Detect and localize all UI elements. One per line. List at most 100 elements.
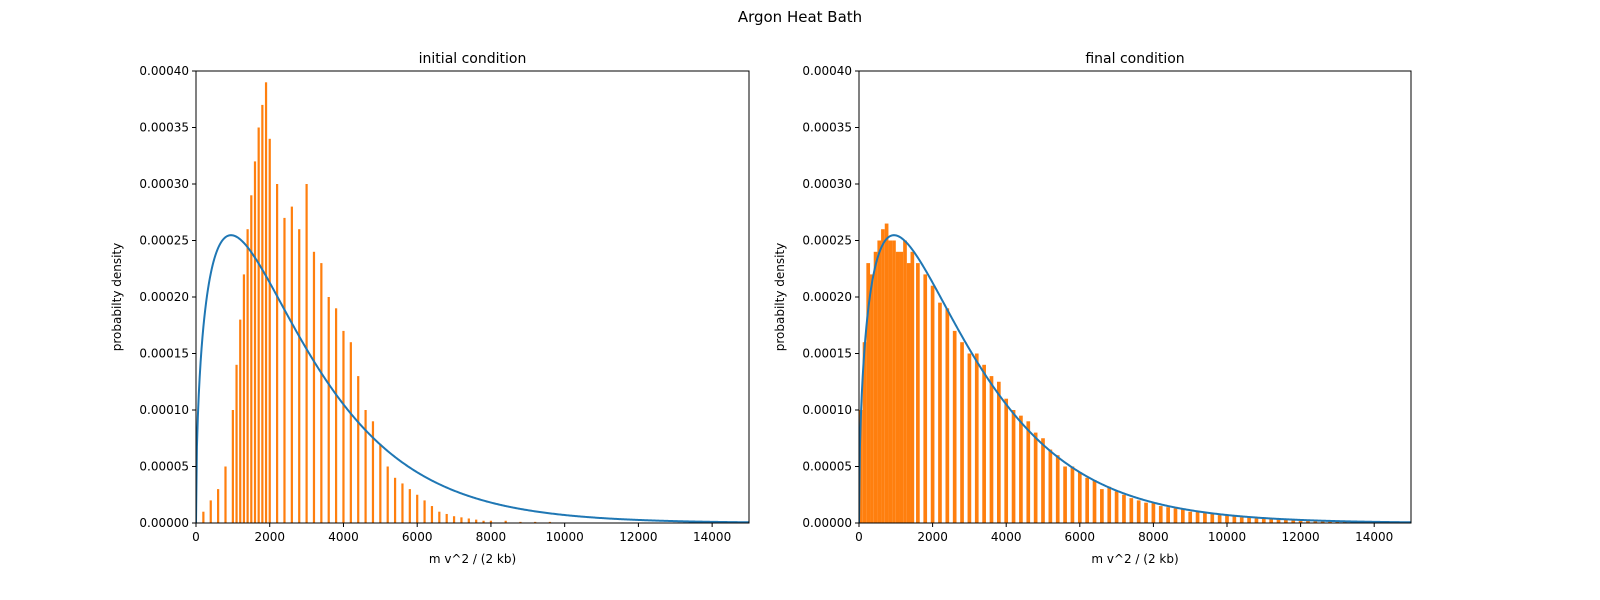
histogram-bar	[1063, 466, 1067, 523]
histogram-bar	[1195, 511, 1200, 523]
histogram-bar	[997, 381, 1001, 523]
histogram-bar	[910, 251, 915, 523]
histogram-bar	[1144, 502, 1148, 523]
histogram-bar	[202, 511, 205, 523]
histogram-bar	[534, 521, 537, 523]
y-tick-label: 0.00015	[139, 347, 189, 361]
histogram-bar	[1173, 508, 1178, 523]
y-tick-label: 0.00040	[139, 64, 189, 78]
histogram-bar	[1203, 512, 1207, 523]
histogram-bar	[1254, 518, 1259, 523]
x-tick-label: 12000	[1282, 530, 1320, 544]
histogram-bar	[504, 520, 507, 523]
histogram-bar	[257, 127, 260, 523]
y-axis-label: probabilty density	[773, 243, 787, 352]
histogram-bar	[945, 308, 950, 523]
histogram-bar	[452, 516, 456, 523]
subplot-1: 0 2000 4000 6000 8000 10000 12000 14000 0.00000 0…	[110, 51, 750, 566]
histogram-bar	[334, 308, 338, 523]
histogram-bar	[1313, 520, 1318, 523]
histogram-bar	[1092, 480, 1097, 523]
y-tick-label: 0.00005	[139, 460, 189, 474]
x-tick-label: 10000	[1208, 530, 1246, 544]
histogram-bar	[1122, 494, 1126, 523]
histogram-bar	[1232, 516, 1237, 523]
histogram-bar	[862, 342, 867, 523]
histogram-bar	[903, 240, 907, 523]
y-tick-label: 0.00035	[802, 121, 852, 135]
histogram-bar	[217, 489, 220, 523]
x-tick-label: 2000	[917, 530, 948, 544]
histogram-bar	[1136, 500, 1141, 523]
histogram-bar	[888, 240, 893, 523]
x-axis-label: m v^2 / (2 kb)	[1091, 552, 1178, 566]
histogram-bar	[960, 342, 964, 523]
histogram-bar	[460, 517, 463, 523]
distribution-curve	[859, 234, 1411, 523]
subplot-title: initial condition	[419, 51, 527, 67]
histogram-bar	[1158, 506, 1163, 523]
histogram-bar	[1055, 455, 1060, 523]
histogram-bar	[952, 330, 957, 523]
histogram-bar	[224, 466, 227, 523]
histogram-bar	[393, 477, 397, 523]
x-axis-label: m v^2 / (2 kb)	[429, 552, 516, 566]
histogram-bar	[1225, 515, 1229, 523]
histogram-bar	[866, 263, 871, 523]
histogram-bar	[1100, 489, 1104, 523]
histogram-bar	[1217, 515, 1222, 523]
histogram-bar	[320, 263, 323, 523]
histogram-bar	[1004, 398, 1009, 523]
histogram-bar	[1276, 519, 1281, 523]
histogram-bar	[1210, 513, 1215, 523]
histogram-bar	[1298, 520, 1303, 523]
x-tick-label: 8000	[1138, 530, 1169, 544]
x-tick-label: 10000	[546, 530, 584, 544]
histogram-bar	[938, 302, 942, 523]
y-tick-label: 0.00005	[802, 460, 852, 474]
histogram-bar	[859, 410, 863, 523]
y-tick-label: 0.00020	[139, 290, 189, 304]
histogram-bar	[1291, 519, 1296, 523]
y-tick-label: 0.00000	[802, 516, 852, 530]
histogram-bar	[416, 494, 419, 523]
distribution-curve	[196, 234, 749, 523]
histogram-bar	[916, 263, 920, 523]
histogram-bar	[327, 297, 330, 523]
histogram-bar	[1026, 421, 1031, 523]
histogram-bar	[209, 500, 212, 523]
y-tick-label: 0.00025	[802, 234, 852, 248]
histogram-bar	[467, 518, 470, 523]
histogram-bar	[1041, 438, 1045, 523]
histogram-bar	[438, 511, 441, 523]
x-tick-label: 12000	[619, 530, 657, 544]
histogram-bar	[1247, 517, 1251, 523]
histogram-bar	[974, 353, 979, 523]
x-tick-label: 4000	[991, 530, 1022, 544]
histogram-bar	[1085, 477, 1089, 523]
histogram-bar	[253, 161, 257, 523]
histogram-bar	[1188, 511, 1193, 523]
x-tick-label: 14000	[1355, 530, 1393, 544]
histogram-bar	[930, 285, 935, 523]
histogram-bar	[312, 251, 316, 523]
histogram-bar	[401, 483, 404, 523]
subplot-title: final condition	[1085, 51, 1184, 67]
histogram-bar	[283, 217, 286, 523]
histogram-bar	[548, 521, 552, 523]
histogram-bar	[276, 184, 279, 523]
y-tick-label: 0.00025	[139, 234, 189, 248]
histogram-bar	[235, 364, 238, 523]
histogram-bar	[290, 206, 293, 523]
y-tick-label: 0.00030	[139, 177, 189, 191]
plot-area	[196, 82, 749, 523]
histogram-bar	[231, 410, 234, 523]
histogram-bar	[923, 274, 928, 523]
histogram-bar	[298, 229, 301, 523]
histogram-bar	[1181, 509, 1185, 523]
histogram-bar	[873, 251, 878, 523]
histogram-bar	[892, 240, 896, 523]
histogram-bar	[967, 353, 972, 523]
subplot-2: 0 2000 4000 6000 8000 10000 12000 14000 0.00000 0…	[773, 51, 1412, 566]
